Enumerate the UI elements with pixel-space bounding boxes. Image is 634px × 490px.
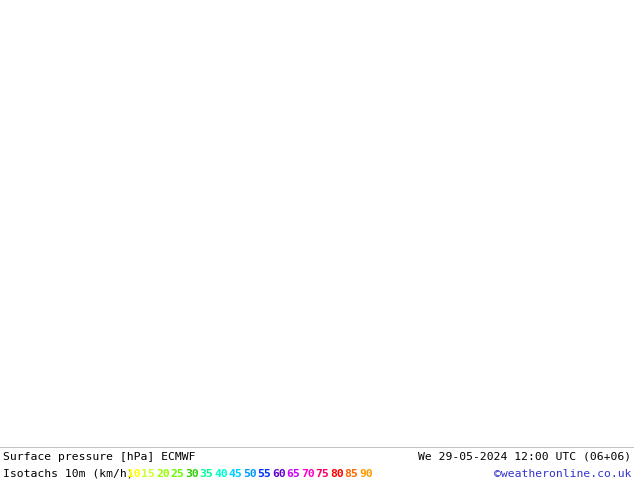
Text: 10: 10 xyxy=(127,469,141,479)
Text: 65: 65 xyxy=(287,469,301,479)
Text: 30: 30 xyxy=(185,469,198,479)
Text: 70: 70 xyxy=(301,469,314,479)
Text: 85: 85 xyxy=(344,469,358,479)
Text: ©weatheronline.co.uk: ©weatheronline.co.uk xyxy=(493,469,631,479)
Text: 20: 20 xyxy=(156,469,170,479)
Text: 80: 80 xyxy=(330,469,344,479)
Text: 60: 60 xyxy=(272,469,286,479)
Text: 45: 45 xyxy=(228,469,242,479)
Text: 25: 25 xyxy=(171,469,184,479)
Text: We 29-05-2024 12:00 UTC (06+06): We 29-05-2024 12:00 UTC (06+06) xyxy=(418,452,631,462)
Text: Surface pressure [hPa] ECMWF: Surface pressure [hPa] ECMWF xyxy=(3,452,195,462)
Text: 90: 90 xyxy=(359,469,373,479)
Text: 40: 40 xyxy=(214,469,228,479)
Text: 75: 75 xyxy=(316,469,329,479)
Text: 35: 35 xyxy=(200,469,213,479)
Text: 55: 55 xyxy=(257,469,271,479)
Text: 50: 50 xyxy=(243,469,257,479)
Text: Isotachs 10m (km/h): Isotachs 10m (km/h) xyxy=(3,469,134,479)
Text: 15: 15 xyxy=(141,469,155,479)
